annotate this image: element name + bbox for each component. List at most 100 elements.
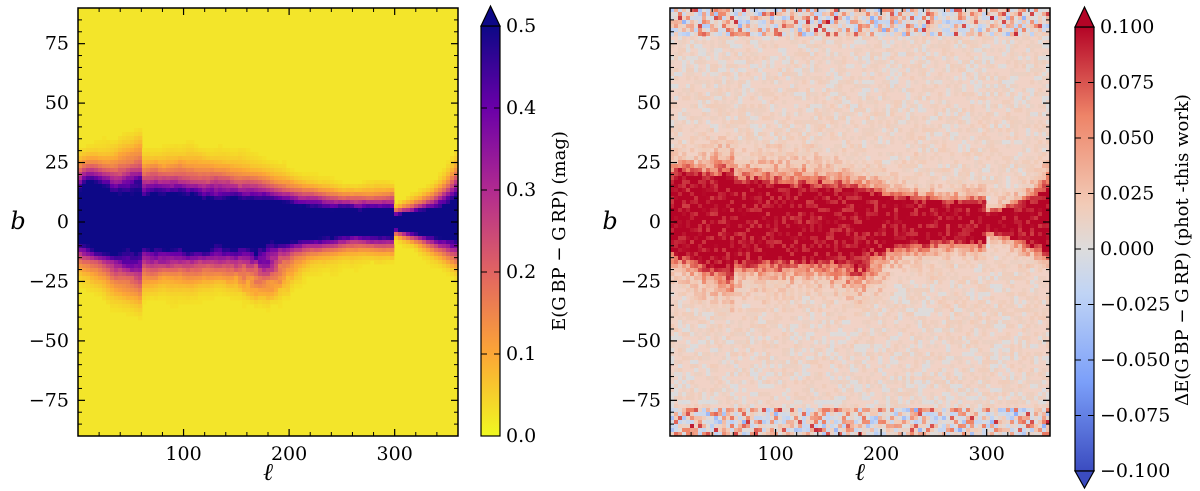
heatmap-cell (370, 248, 375, 253)
heatmap-cell (186, 260, 191, 265)
heatmap-cell (714, 236, 719, 241)
heatmap-cell (334, 268, 339, 273)
heatmap-cell (254, 180, 259, 185)
heatmap-cell (230, 212, 235, 217)
heatmap-cell (330, 244, 335, 249)
heatmap-cell (262, 160, 267, 165)
heatmap-cell (718, 324, 723, 329)
heatmap-cell (706, 312, 711, 317)
heatmap-cell (390, 196, 395, 201)
heatmap-cell (682, 56, 687, 61)
heatmap-cell (138, 240, 143, 245)
heatmap-cell (758, 176, 763, 181)
heatmap-cell (442, 216, 447, 221)
heatmap-cell (690, 300, 695, 305)
heatmap-cell (754, 140, 759, 145)
heatmap-cell (82, 164, 87, 169)
heatmap-cell (366, 248, 371, 253)
heatmap-cell (738, 380, 743, 385)
heatmap-cell (686, 188, 691, 193)
heatmap-cell (370, 208, 375, 213)
heatmap-cell (722, 288, 727, 293)
heatmap-cell (738, 204, 743, 209)
heatmap-cell (298, 284, 303, 289)
heatmap-cell (214, 152, 219, 157)
heatmap-cell (746, 224, 751, 229)
heatmap-cell (162, 296, 167, 301)
heatmap-cell (758, 280, 763, 285)
heatmap-cell (710, 116, 715, 121)
heatmap-cell (710, 376, 715, 381)
heatmap-cell (678, 264, 683, 269)
heatmap-cell (130, 156, 135, 161)
heatmap-cell (138, 140, 143, 145)
heatmap-cell (450, 248, 455, 253)
heatmap-cell (198, 248, 203, 253)
heatmap-cell (258, 212, 263, 217)
heatmap-cell (414, 216, 419, 221)
heatmap-cell (746, 220, 751, 225)
heatmap-cell (674, 52, 679, 57)
heatmap-cell (166, 220, 171, 225)
heatmap-cell (722, 360, 727, 365)
heatmap-cell (314, 232, 319, 237)
heatmap-cell (446, 232, 451, 237)
heatmap-cell (674, 256, 679, 261)
heatmap-cell (722, 296, 727, 301)
heatmap-cell (702, 192, 707, 197)
heatmap-cell (718, 140, 723, 145)
heatmap-cell (746, 116, 751, 121)
heatmap-cell (710, 256, 715, 261)
heatmap-cell (318, 272, 323, 277)
heatmap-cell (158, 216, 163, 221)
heatmap-cell (190, 212, 195, 217)
heatmap-cell (686, 172, 691, 177)
heatmap-cell (694, 80, 699, 85)
heatmap-cell (106, 276, 111, 281)
heatmap-cell (738, 184, 743, 189)
heatmap-cell (186, 300, 191, 305)
heatmap-cell (378, 232, 383, 237)
heatmap-cell (118, 248, 123, 253)
heatmap-cell (726, 116, 731, 121)
heatmap-cell (218, 156, 223, 161)
heatmap-cell (126, 224, 131, 229)
heatmap-cell (742, 368, 747, 373)
heatmap-cell (750, 60, 755, 65)
heatmap-cell (94, 196, 99, 201)
heatmap-cell (382, 208, 387, 213)
heatmap-cell (682, 284, 687, 289)
heatmap-cell (282, 272, 287, 277)
heatmap-cell (262, 236, 267, 241)
heatmap-cell (334, 188, 339, 193)
heatmap-cell (674, 76, 679, 81)
heatmap-cell (402, 236, 407, 241)
heatmap-cell (138, 148, 143, 153)
heatmap-cell (750, 424, 755, 429)
heatmap-cell (758, 196, 763, 201)
heatmap-cell (238, 216, 243, 221)
heatmap-cell (350, 236, 355, 241)
heatmap-cell (174, 184, 179, 189)
heatmap-cell (678, 212, 683, 217)
heatmap-cell (682, 356, 687, 361)
heatmap-cell (302, 236, 307, 241)
heatmap-cell (678, 304, 683, 309)
heatmap-cell (374, 192, 379, 197)
heatmap-cell (438, 188, 443, 193)
heatmap-cell (310, 204, 315, 209)
heatmap-cell (206, 176, 211, 181)
heatmap-cell (722, 16, 727, 21)
heatmap-cell (710, 32, 715, 37)
heatmap-cell (734, 104, 739, 109)
heatmap-cell (134, 308, 139, 313)
heatmap-cell (262, 260, 267, 265)
heatmap-cell (710, 156, 715, 161)
heatmap-cell (110, 296, 115, 301)
heatmap-cell (266, 272, 271, 277)
heatmap-cell (194, 200, 199, 205)
heatmap-cell (670, 284, 675, 289)
heatmap-cell (434, 204, 439, 209)
heatmap-cell (106, 168, 111, 173)
heatmap-cell (290, 208, 295, 213)
